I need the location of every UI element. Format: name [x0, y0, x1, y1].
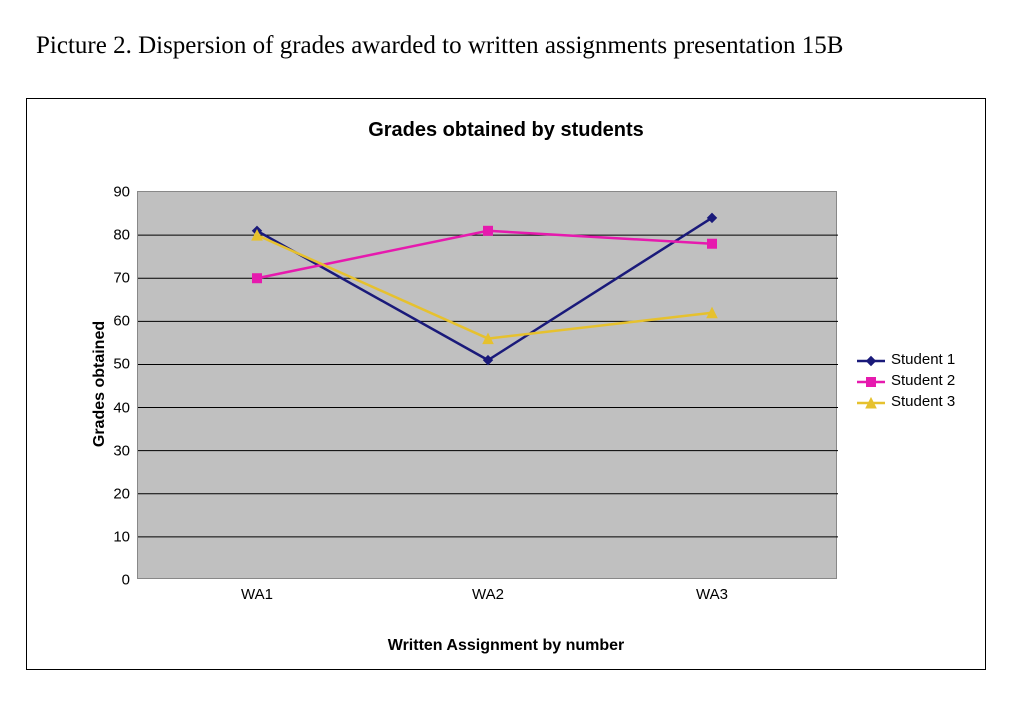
x-tick-label: WA1 [241, 586, 273, 603]
y-tick-label: 40 [113, 399, 130, 416]
legend-swatch [857, 375, 885, 387]
legend-label: Student 1 [891, 351, 955, 368]
legend-item: Student 1 [857, 351, 955, 368]
legend-label: Student 2 [891, 372, 955, 389]
y-tick-label: 0 [122, 572, 130, 589]
legend-swatch [857, 396, 885, 408]
plot-area: 0102030405060708090WA1WA2WA3 [137, 191, 837, 579]
legend-swatch [857, 354, 885, 366]
chart-container: Grades obtained by students Grades obtai… [26, 98, 986, 670]
legend-item: Student 3 [857, 393, 955, 410]
y-tick-label: 20 [113, 485, 130, 502]
y-tick-label: 80 [113, 227, 130, 244]
legend: Student 1 Student 2 Student 3 [857, 347, 955, 414]
chart-title: Grades obtained by students [27, 119, 985, 142]
y-tick-label: 60 [113, 313, 130, 330]
y-tick-label: 90 [113, 184, 130, 201]
x-tick-label: WA2 [472, 586, 504, 603]
legend-label: Student 3 [891, 393, 955, 410]
legend-item: Student 2 [857, 372, 955, 389]
figure-caption: Picture 2. Dispersion of grades awarded … [36, 32, 843, 60]
x-tick-label: WA3 [696, 586, 728, 603]
y-tick-label: 10 [113, 528, 130, 545]
y-tick-label: 30 [113, 442, 130, 459]
y-axis-label: Grades obtained [91, 321, 109, 447]
chart-svg [138, 192, 838, 580]
y-tick-label: 70 [113, 270, 130, 287]
y-tick-label: 50 [113, 356, 130, 373]
x-axis-label: Written Assignment by number [27, 637, 985, 655]
page: Picture 2. Dispersion of grades awarded … [0, 0, 1024, 709]
